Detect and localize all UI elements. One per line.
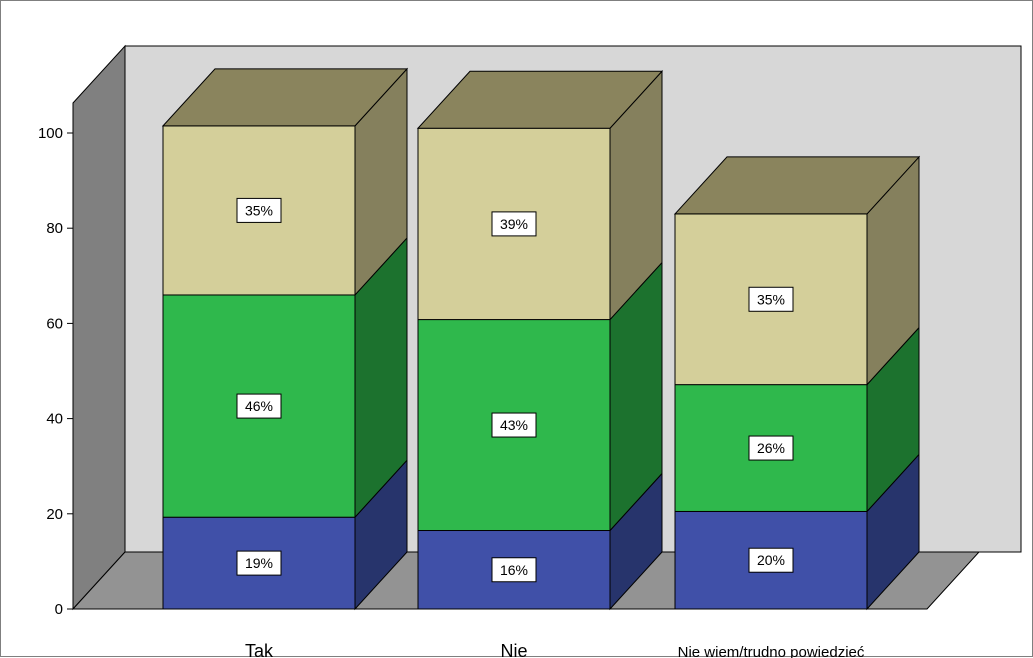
bar-top-1 (416, 70, 664, 129)
x-category-label-0: Tak (245, 641, 274, 658)
y-tick-label-100: 100 (38, 125, 63, 142)
data-label-box-2-2 (748, 286, 794, 312)
data-label-0-1: 46% (245, 398, 273, 414)
data-label-0-2: 35% (245, 202, 273, 218)
data-label-box-1-1 (491, 412, 537, 438)
data-label-1-0: 16% (500, 562, 528, 578)
bar-top-2 (673, 156, 921, 215)
data-label-box-2-0 (748, 547, 794, 573)
data-label-1-1: 43% (500, 417, 528, 433)
y-tick-label-0: 0 (55, 601, 63, 618)
data-label-box-0-2 (236, 197, 282, 223)
data-label-box-2-1 (748, 435, 794, 461)
y-tick-label-60: 60 (46, 315, 63, 332)
data-label-2-0: 20% (757, 552, 785, 568)
data-label-2-2: 35% (757, 291, 785, 307)
y-tick-label-20: 20 (46, 506, 63, 523)
data-label-box-0-0 (236, 550, 282, 576)
data-label-box-0-1 (236, 393, 282, 419)
x-category-label-2: Nie wiem/trudno powiedzieć (678, 644, 865, 658)
data-label-box-1-0 (491, 557, 537, 583)
bar-top-0 (161, 68, 409, 127)
side-wall (72, 44, 126, 611)
y-tick-label-40: 40 (46, 411, 63, 428)
x-category-label-1: Nie (500, 641, 527, 658)
data-label-box-1-2 (491, 211, 537, 237)
data-label-1-2: 39% (500, 216, 528, 232)
y-tick-label-80: 80 (46, 220, 63, 237)
data-label-0-0: 19% (245, 555, 273, 571)
data-label-2-1: 26% (757, 440, 785, 456)
